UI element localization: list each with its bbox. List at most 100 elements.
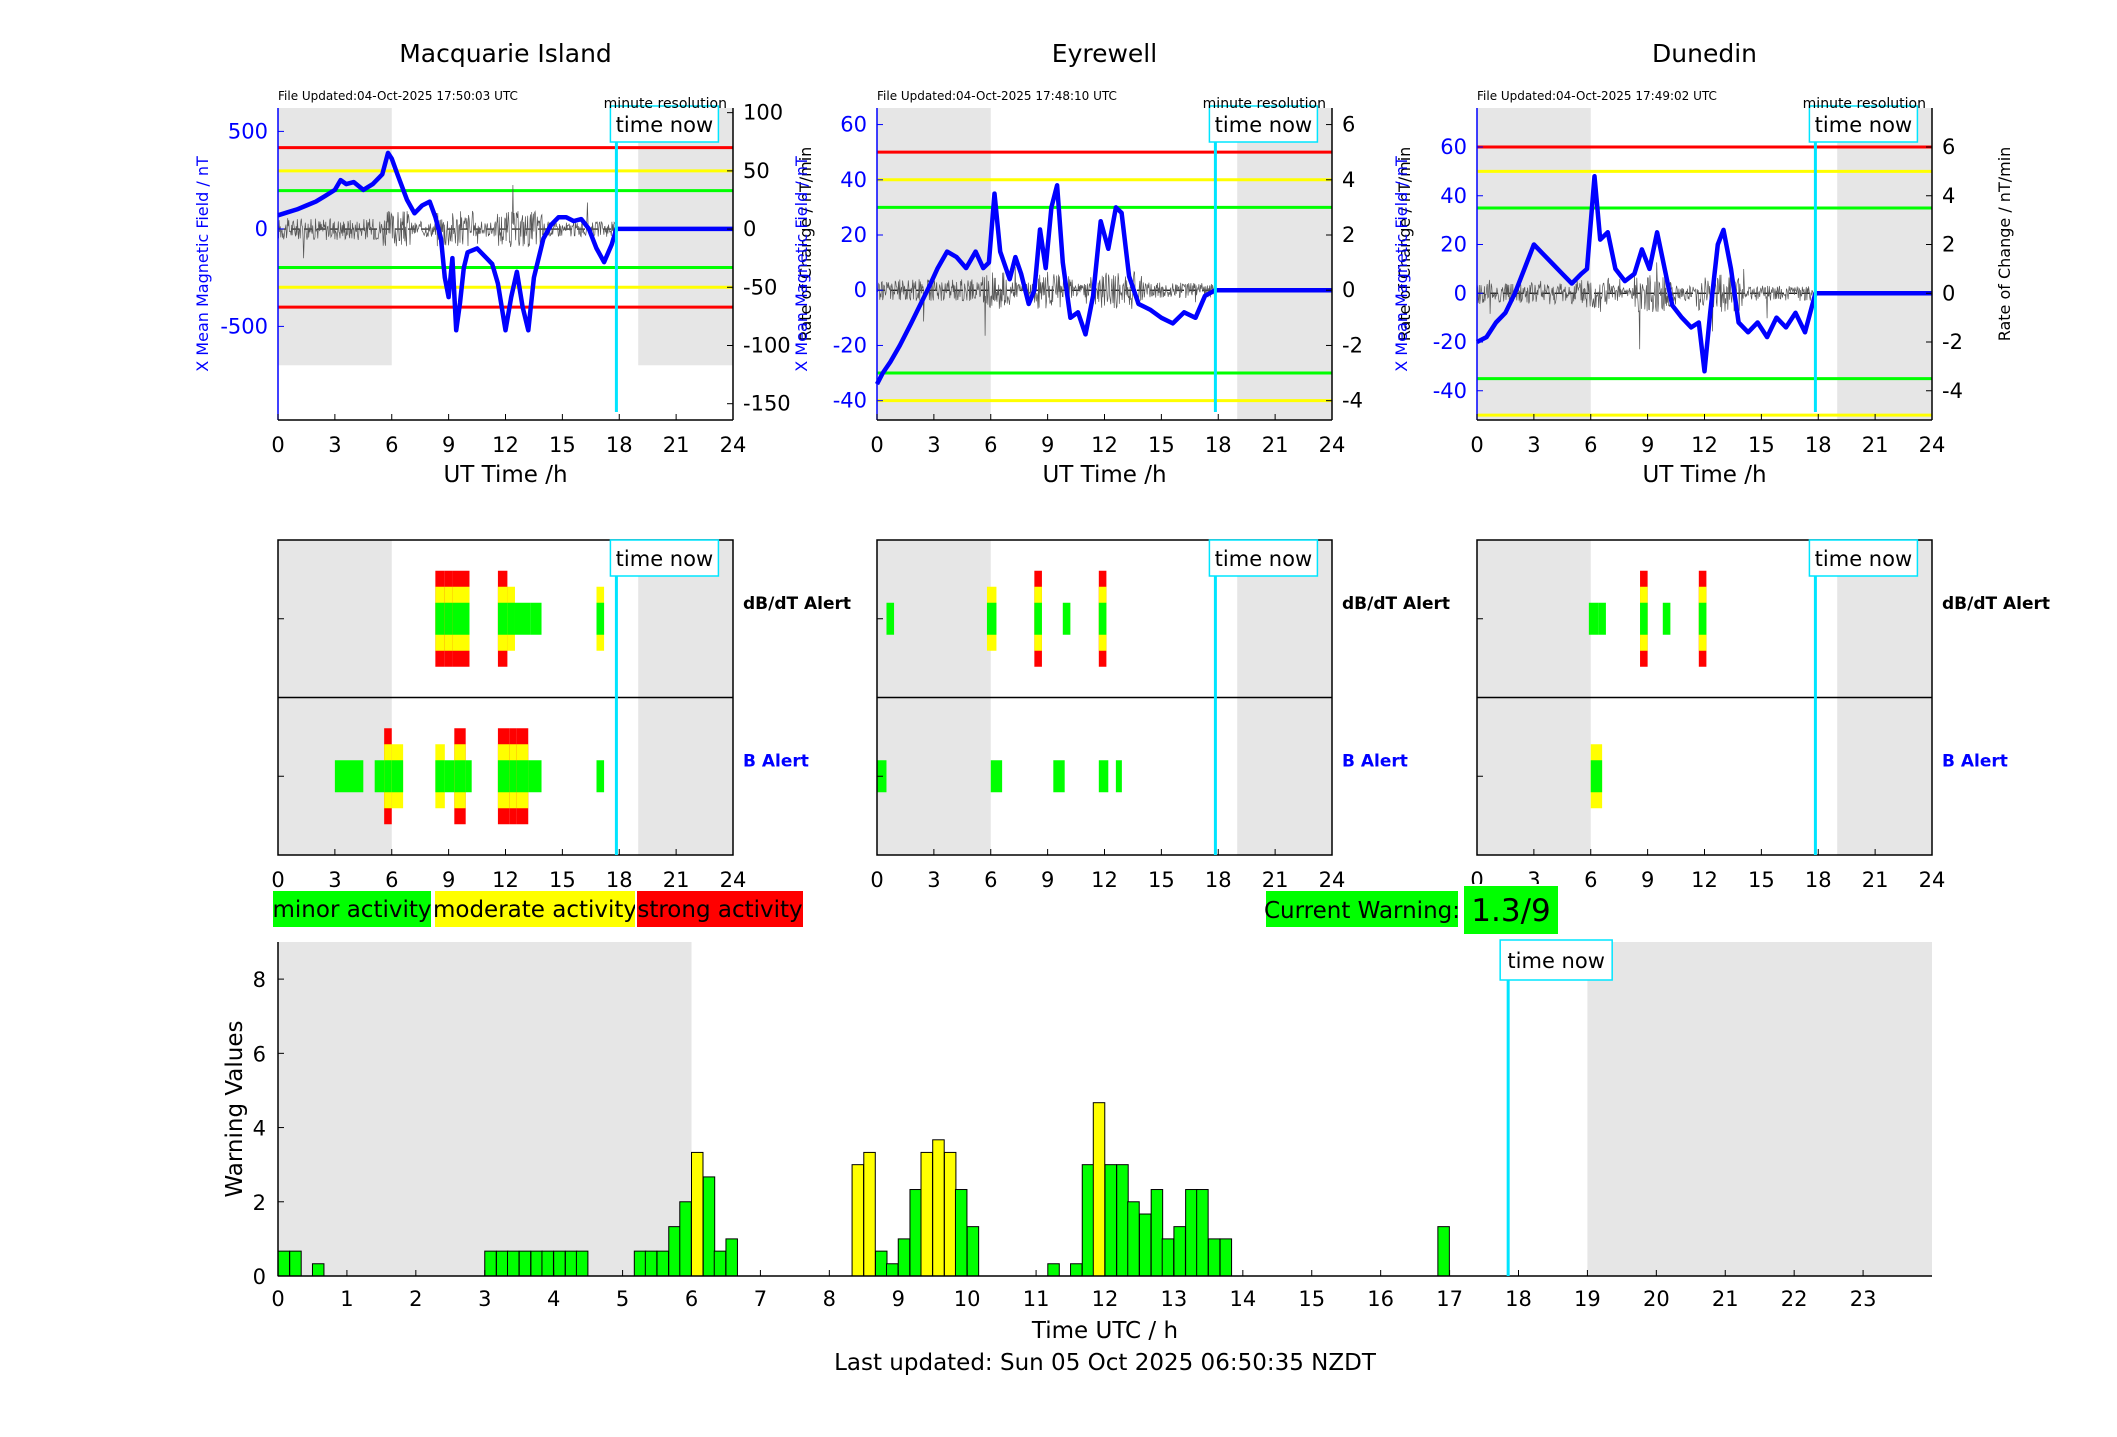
x-tick-label: 12 [1691, 868, 1718, 892]
x-tick-label: 3 [927, 433, 940, 457]
x-tick-label: 6 [1584, 868, 1597, 892]
warning-bar [702, 1176, 716, 1277]
alert-band-minor [1598, 602, 1606, 635]
current-warning-label-box [1264, 889, 1460, 929]
time-now-box [1808, 539, 1919, 577]
y-axis-label: Warning Values [222, 1020, 248, 1197]
y-tick-label: 6 [253, 1042, 266, 1066]
x-tick-label: 0 [1470, 433, 1483, 457]
x-tick-label: 16 [1367, 1287, 1394, 1311]
x-tick-label: 14 [1229, 1287, 1256, 1311]
dbdt-alert-label: dB/dT Alert [1942, 594, 2050, 614]
station-title-dunedin: Dunedin [1652, 39, 1757, 68]
legend-minor-swatch [271, 889, 433, 929]
b-alert-label: B Alert [1942, 751, 2008, 771]
x-tick-label: 15 [1748, 868, 1775, 892]
warning-bar [1219, 1238, 1233, 1277]
macquarie-field-panel: 0 3 6 9 12 15 18 21 24-5000500-150-100-50050100t… [193, 39, 815, 488]
y-right-tick-label: 6 [1942, 135, 1955, 159]
x-tick-label: 0 [271, 1287, 284, 1311]
y-left-tick-label: -20 [1433, 330, 1467, 354]
alert-band-minor [986, 602, 997, 635]
warning-bar [966, 1226, 980, 1277]
y-left-tick-label: -40 [833, 389, 867, 413]
shaded-region-0 [1477, 108, 1591, 420]
x-tick-label: 9 [1641, 868, 1654, 892]
x-tick-label: 0 [271, 868, 284, 892]
x-tick-label: 22 [1781, 1287, 1808, 1311]
alert-band-minor [1662, 602, 1671, 635]
resolution-label: minute resolution [1803, 96, 1926, 112]
y-left-tick-label: 500 [228, 119, 268, 143]
warning-bar [633, 1250, 647, 1277]
alert-band-minor [509, 760, 517, 793]
warning-bar [725, 1238, 738, 1277]
y-right-tick-label: -2 [1342, 333, 1363, 357]
x-tick-label: 3 [927, 868, 940, 892]
time-now-label: time now [1215, 547, 1312, 571]
alert-band-minor [497, 602, 508, 635]
x-tick-label: 17 [1436, 1287, 1463, 1311]
x-tick-label: 23 [1850, 1287, 1877, 1311]
warning-bar [289, 1250, 302, 1277]
resolution-label: minute resolution [1203, 96, 1326, 112]
y-left-tick-label: 40 [840, 168, 867, 192]
alert-band-minor [391, 760, 404, 793]
warning-bar [518, 1250, 532, 1277]
x-tick-label: 24 [720, 868, 747, 892]
x-axis-label: UT Time /h [443, 462, 567, 488]
warning-bar [875, 1250, 888, 1277]
y-left-tick-label: -500 [220, 314, 268, 338]
x-tick-label: 21 [663, 433, 690, 457]
x-tick-label: 8 [823, 1287, 836, 1311]
resolution-label: minute resolution [604, 96, 727, 112]
file-updated-label: File Updated:04-Oct-2025 17:49:02 UTC [1477, 89, 1717, 103]
x-tick-label: 21 [1712, 1287, 1739, 1311]
x-tick-label: 3 [1527, 433, 1540, 457]
file-updated-label: File Updated:04-Oct-2025 17:50:03 UTC [278, 89, 518, 103]
y-right-tick-label: -2 [1942, 330, 1963, 354]
shaded-region-0 [877, 108, 991, 420]
alert-band-minor [460, 602, 470, 635]
y-right-tick-label: 0 [743, 217, 756, 241]
alert-band-minor [507, 602, 515, 635]
alert-band-minor [454, 760, 466, 793]
time-now-box [1499, 939, 1613, 981]
warning-bar [920, 1151, 933, 1277]
x-tick-label: 15 [1148, 433, 1175, 457]
warning-bar [1161, 1238, 1175, 1277]
y-tick-label: 0 [253, 1265, 266, 1289]
x-tick-label: 18 [1805, 868, 1832, 892]
warning-bar [644, 1250, 658, 1277]
x-tick-label: 12 [1691, 433, 1718, 457]
y-left-tick-label: 0 [854, 278, 867, 302]
last-updated-footer: Last updated: Sun 05 Oct 2025 06:50:35 N… [834, 1350, 1377, 1376]
x-tick-label: 18 [1805, 433, 1832, 457]
shaded-region-1 [1587, 942, 1932, 1276]
alert-band-minor [1590, 760, 1603, 793]
x-tick-label: 21 [1262, 433, 1289, 457]
x-tick-label: 3 [328, 868, 341, 892]
y-right-tick-label: -100 [743, 333, 791, 357]
warning-bar [506, 1250, 520, 1277]
x-tick-label: 21 [1862, 433, 1889, 457]
time-now-label: time now [1815, 547, 1912, 571]
y-left-tick-label: -20 [833, 333, 867, 357]
y-left-tick-label: -40 [1433, 379, 1467, 403]
warning-bar [564, 1250, 578, 1277]
time-now-box [1808, 105, 1919, 143]
x-tick-label: 24 [1319, 433, 1346, 457]
x-tick-label: 3 [328, 433, 341, 457]
time-now-box [609, 539, 720, 577]
warning-bar [863, 1151, 876, 1277]
warning-bar [1150, 1189, 1164, 1277]
x-tick-label: 6 [385, 868, 398, 892]
mean-field-series [875, 183, 1332, 386]
warning-bar [886, 1263, 899, 1277]
warning-bar [668, 1226, 681, 1277]
legend-minor-label: minor activity [273, 897, 432, 923]
shaded-region-0 [278, 942, 692, 1276]
x-tick-label: 18 [1205, 868, 1232, 892]
warning-values-chart: 0 1 2 3 4 5 6 7 8 9 10 11 12 13 14 15 16 17 18 19 20 21 22 2302… [222, 939, 1932, 1344]
